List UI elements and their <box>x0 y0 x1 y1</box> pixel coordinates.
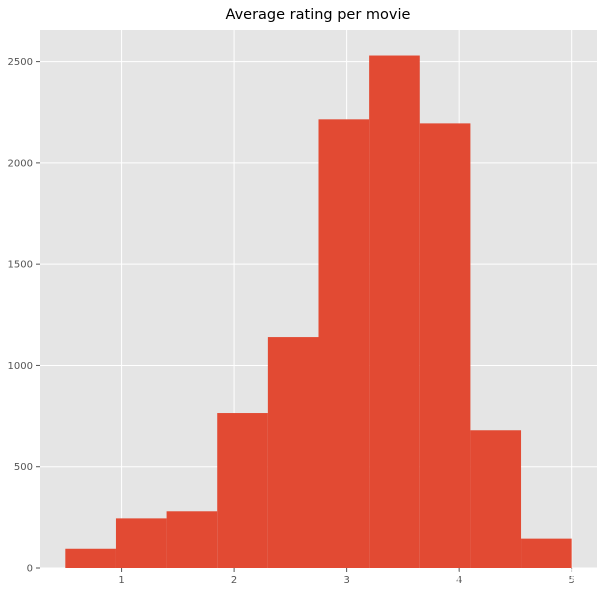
histogram-bar-1 <box>65 548 116 568</box>
x-tick-label-4: 4 <box>456 575 462 586</box>
x-tick-label-1: 1 <box>118 575 124 586</box>
y-tick-label-2000: 2000 <box>8 158 33 169</box>
watermark-text: https://blog.csdn.net/u012812903 <box>363 566 608 586</box>
x-tick-label-3: 3 <box>343 575 349 586</box>
bars-group <box>65 55 572 569</box>
histogram-bar-10 <box>521 538 572 568</box>
histogram-bar-5 <box>267 337 319 568</box>
y-tick-label-0: 0 <box>27 564 33 575</box>
y-tick-label-1500: 1500 <box>8 260 33 271</box>
y-tick-label-2500: 2500 <box>8 57 33 68</box>
histogram-bar-4 <box>217 413 268 568</box>
histogram-bar-9 <box>470 430 522 568</box>
chart-title: Average rating per movie <box>226 7 411 23</box>
x-tick-label-2: 2 <box>231 575 237 586</box>
x-tick-label-5: 5 <box>568 575 574 586</box>
y-tick-label-500: 500 <box>14 462 33 473</box>
histogram-bar-8 <box>419 123 471 568</box>
histogram-bar-3 <box>166 511 218 568</box>
histogram-bar-7 <box>369 55 420 569</box>
x-axis: 1 2 3 4 5 <box>118 568 575 586</box>
y-axis: 0 500 1000 1500 2000 2500 <box>8 57 40 575</box>
y-tick-label-1000: 1000 <box>8 361 33 372</box>
histogram-bar-6 <box>318 119 370 568</box>
histogram-bar-2 <box>115 518 167 568</box>
